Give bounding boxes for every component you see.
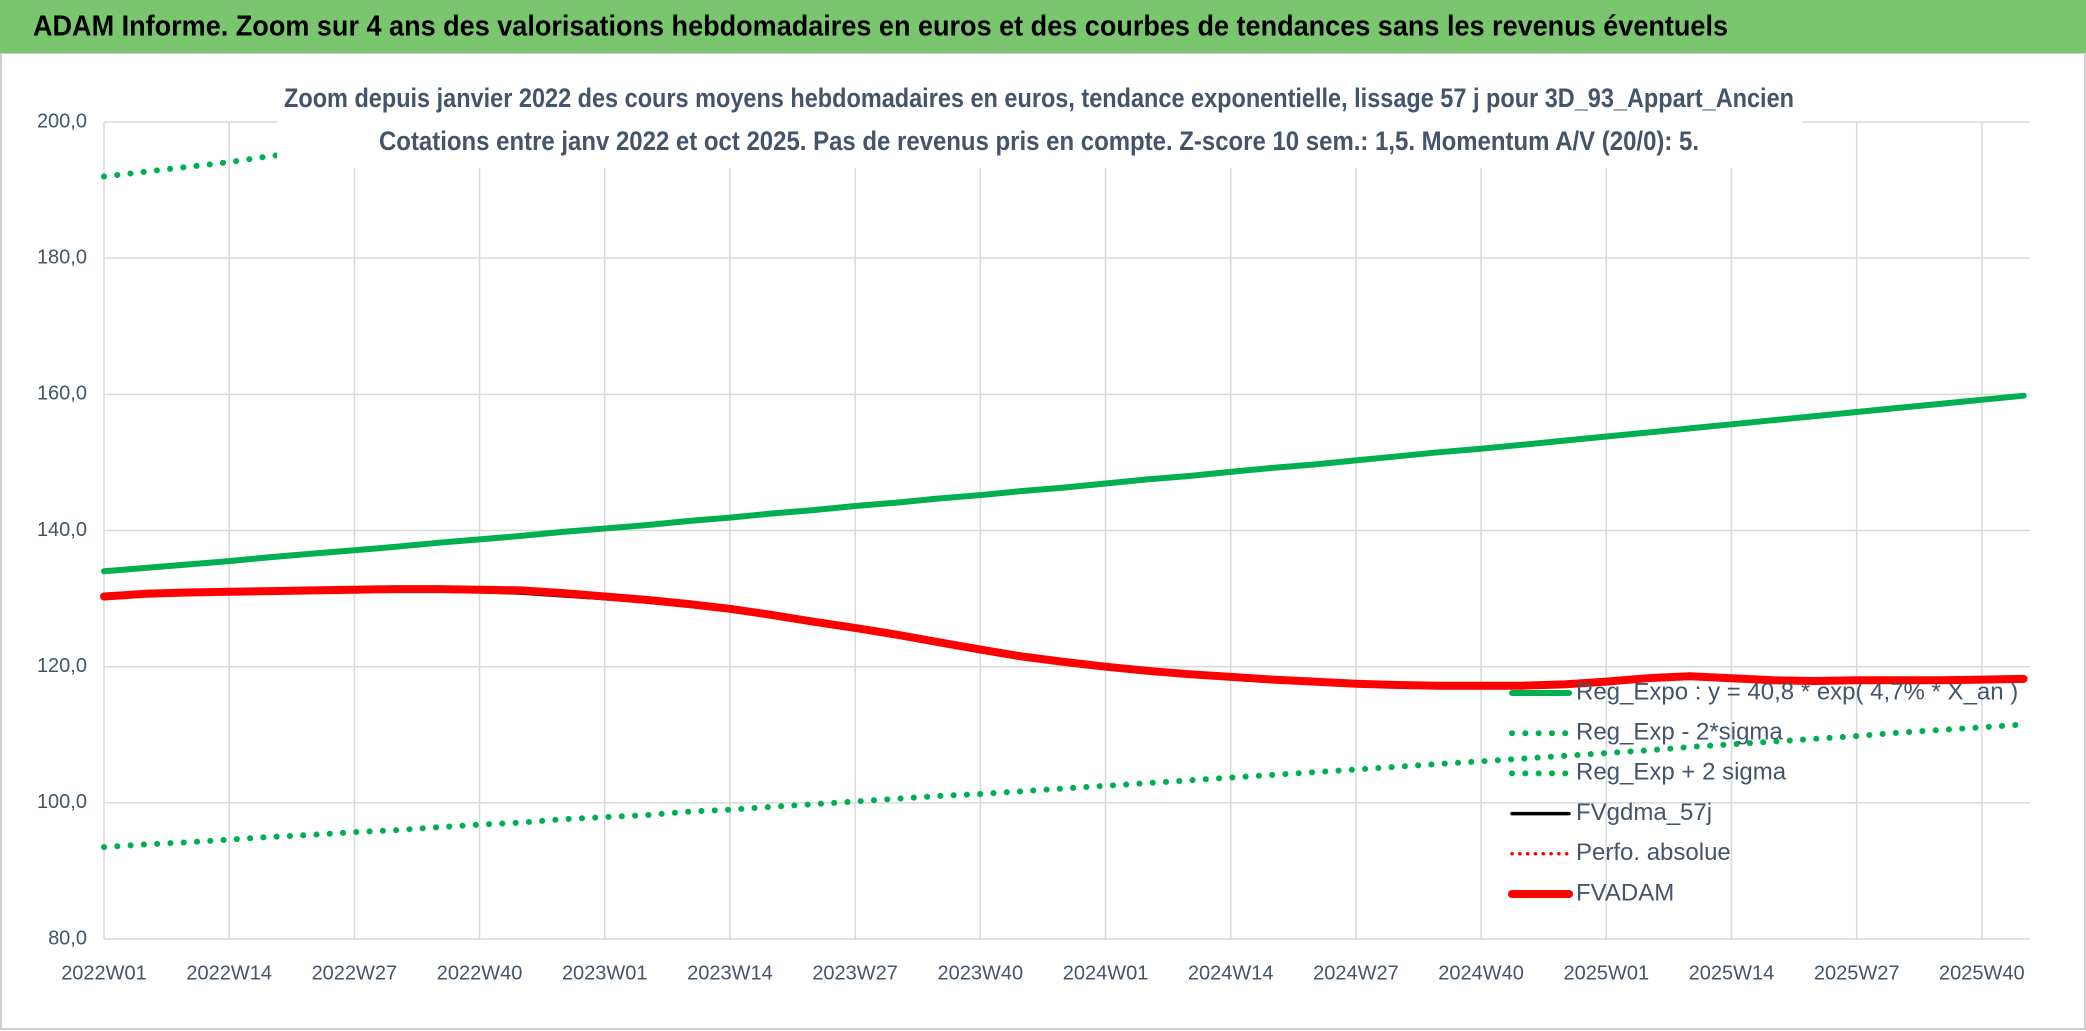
x-tick-label: 2022W40 bbox=[437, 962, 523, 984]
x-tick-label: 2024W14 bbox=[1188, 962, 1274, 984]
series-line bbox=[100, 585, 2028, 690]
y-tick-label: 160,0 bbox=[37, 383, 87, 405]
legend-label: Perfo. absolue bbox=[1576, 839, 1731, 866]
title-box bbox=[277, 80, 1802, 168]
legend-label: Reg_Exp - 2*sigma bbox=[1576, 719, 1783, 746]
legend: Reg_Expo : y = 40,8 * exp( 4,7% * X_an )… bbox=[1508, 678, 2018, 906]
x-tick-label: 2024W27 bbox=[1313, 962, 1399, 984]
x-tick-label: 2022W27 bbox=[312, 962, 398, 984]
y-tick-label: 180,0 bbox=[37, 246, 87, 268]
y-tick-label: 120,0 bbox=[37, 655, 87, 677]
x-tick-label: 2022W14 bbox=[186, 962, 272, 984]
x-tick-label: 2025W14 bbox=[1689, 962, 1775, 984]
x-tick-label: 2025W40 bbox=[1939, 962, 2025, 984]
legend-label: Reg_Expo : y = 40,8 * exp( 4,7% * X_an ) bbox=[1576, 678, 2018, 705]
grid: 80,0 100,0 120,0 140,0 160,0 180,0 200,0 2022W0… bbox=[37, 110, 2030, 984]
series-line bbox=[101, 721, 2027, 851]
x-tick-label: 2024W01 bbox=[1063, 962, 1149, 984]
x-tick-label: 2024W40 bbox=[1438, 962, 1524, 984]
y-tick-label: 200,0 bbox=[37, 110, 87, 132]
x-tick-label: 2022W01 bbox=[61, 962, 147, 984]
chart-subtitle: Cotations entre janv 2022 et oct 2025. P… bbox=[379, 126, 1699, 156]
legend-label: FVgdma_57j bbox=[1576, 799, 1712, 826]
legend-label: FVADAM bbox=[1576, 879, 1674, 906]
y-tick-label: 100,0 bbox=[37, 791, 87, 813]
banner bbox=[0, 0, 2086, 53]
x-tick-label: 2025W27 bbox=[1814, 962, 1900, 984]
y-tick-label: 140,0 bbox=[37, 519, 87, 541]
chart-title: Zoom depuis janvier 2022 des cours moyen… bbox=[284, 83, 1794, 113]
banner-title: ADAM Informe. Zoom sur 4 ans des valoris… bbox=[33, 11, 1728, 43]
series-line bbox=[101, 392, 2027, 575]
x-tick-label: 2023W40 bbox=[938, 962, 1024, 984]
x-tick-label: 2023W27 bbox=[812, 962, 898, 984]
x-tick-label: 2025W01 bbox=[1563, 962, 1649, 984]
x-tick-label: 2023W01 bbox=[562, 962, 648, 984]
y-tick-label: 80,0 bbox=[48, 927, 87, 949]
legend-label: Reg_Exp + 2 sigma bbox=[1576, 759, 1787, 786]
x-tick-label: 2023W14 bbox=[687, 962, 773, 984]
